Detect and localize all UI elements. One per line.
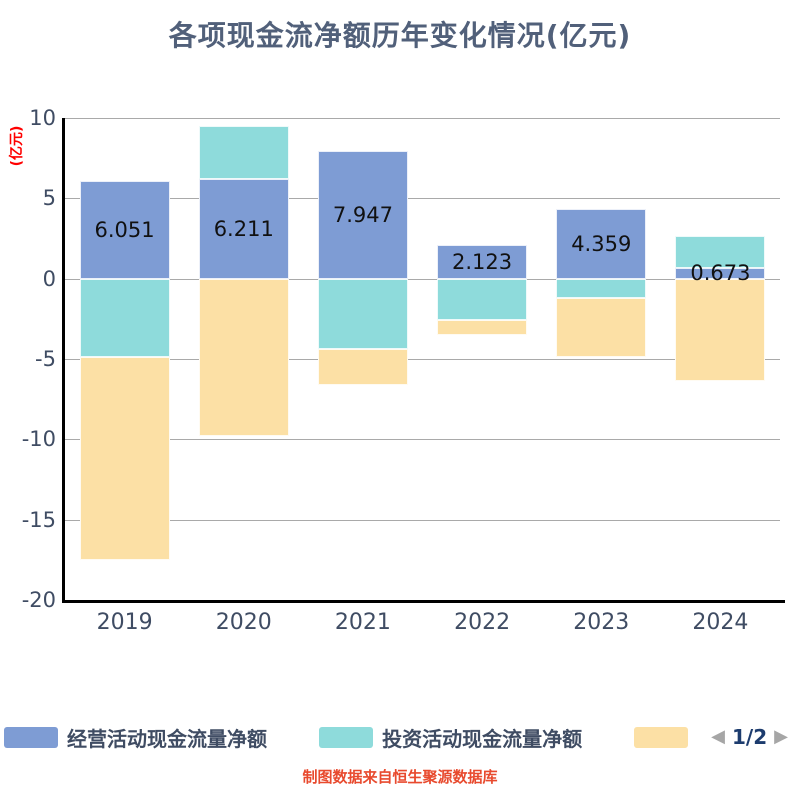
bar-segment-2023 bbox=[556, 297, 647, 358]
bar-segment-2024 bbox=[675, 235, 766, 268]
gridline bbox=[65, 359, 780, 360]
bar-segment-2022 bbox=[437, 320, 528, 335]
gridline bbox=[65, 439, 780, 441]
legend-item-third-series[interactable] bbox=[634, 726, 697, 748]
pager-prev-icon[interactable]: ◀ bbox=[711, 726, 725, 747]
y-axis-tick-label: 0 bbox=[42, 266, 56, 291]
y-axis-tick-labels: 10 5 0 -5 -10 -15 -20 bbox=[0, 0, 60, 800]
y-axis-tick-label: -20 bbox=[21, 588, 56, 612]
legend-label-operating-cash-flow: 经营活动现金流量净额 bbox=[67, 726, 267, 751]
bar-segment-2024 bbox=[675, 278, 766, 382]
bar-segment-2020 bbox=[198, 278, 289, 437]
pager-next-icon[interactable]: ▶ bbox=[774, 726, 788, 747]
bar-segment-2023 bbox=[556, 208, 647, 279]
legend-item-operating-cash-flow[interactable]: 经营活动现金流量净额 bbox=[4, 723, 267, 752]
y-axis-tick-label: -5 bbox=[35, 347, 56, 371]
y-axis-tick-label: 5 bbox=[42, 186, 56, 211]
bar-value-label: 6.211 bbox=[213, 216, 274, 241]
legend-swatch-third-series bbox=[634, 726, 689, 748]
bar-value-label: 4.359 bbox=[571, 231, 632, 256]
bar-value-label: 2.123 bbox=[452, 249, 513, 274]
bar-segment-2019 bbox=[79, 278, 170, 358]
x-axis-line bbox=[62, 600, 785, 603]
y-axis-tick-label: 10 bbox=[29, 106, 56, 130]
y-axis-line bbox=[62, 118, 65, 603]
pager-page-indicator: 1/2 bbox=[732, 725, 768, 749]
legend-swatch-investing-cash-flow bbox=[319, 726, 374, 748]
bar-segment-2021 bbox=[317, 349, 408, 385]
bar-segment-2019 bbox=[79, 181, 170, 279]
bar-segment-2022 bbox=[437, 244, 528, 279]
legend-pager: ◀ 1/2 ▶ bbox=[711, 725, 788, 749]
bar-segment-2019 bbox=[79, 357, 170, 560]
x-axis-tick-label: 2022 bbox=[454, 610, 511, 635]
x-axis-tick-label: 2021 bbox=[334, 610, 391, 635]
bar-segment-2021 bbox=[317, 278, 408, 350]
x-axis-tick-label: 2020 bbox=[215, 610, 272, 635]
plot-area: 6.051 6.211 7.947 2.123 4.359 0.673 bbox=[65, 118, 780, 600]
legend-swatch-operating-cash-flow bbox=[4, 726, 58, 748]
bar-segment-2022 bbox=[437, 278, 528, 321]
bar-segment-2023 bbox=[556, 278, 647, 298]
y-axis-tick-label: -10 bbox=[21, 427, 56, 452]
gridline bbox=[65, 519, 780, 521]
gridline bbox=[65, 278, 780, 280]
bar-value-label: 0.673 bbox=[690, 261, 751, 286]
bar-value-label: 6.051 bbox=[94, 218, 155, 243]
x-axis-tick-label: 2019 bbox=[96, 610, 153, 635]
gridline bbox=[65, 118, 780, 119]
bar-segment-2020 bbox=[198, 178, 289, 279]
bar-value-label: 7.947 bbox=[332, 202, 393, 227]
bar-segment-2020 bbox=[198, 125, 289, 179]
legend-right-group: ◀ 1/2 ▶ bbox=[634, 725, 788, 749]
legend: 经营活动现金流量净额 投资活动现金流量净额 ◀ 1/2 ▶ bbox=[0, 722, 800, 752]
bar-segment-2021 bbox=[317, 150, 408, 279]
x-axis-tick-labels: 2019 2020 2021 2022 2023 2024 bbox=[0, 610, 800, 640]
bar-segment-2024 bbox=[675, 267, 766, 279]
data-source-note: 制图数据来自恒生聚源数据库 bbox=[302, 768, 498, 786]
gridline bbox=[65, 198, 780, 200]
page-title: 各项现金流净额历年变化情况(亿元) bbox=[168, 19, 632, 52]
x-axis-tick-label: 2023 bbox=[573, 610, 630, 635]
legend-label-investing-cash-flow: 投资活动现金流量净额 bbox=[382, 726, 583, 751]
y-axis-tick-label: -15 bbox=[21, 507, 56, 532]
x-axis-tick-label: 2024 bbox=[692, 610, 749, 635]
legend-item-investing-cash-flow[interactable]: 投资活动现金流量净额 bbox=[319, 723, 582, 752]
